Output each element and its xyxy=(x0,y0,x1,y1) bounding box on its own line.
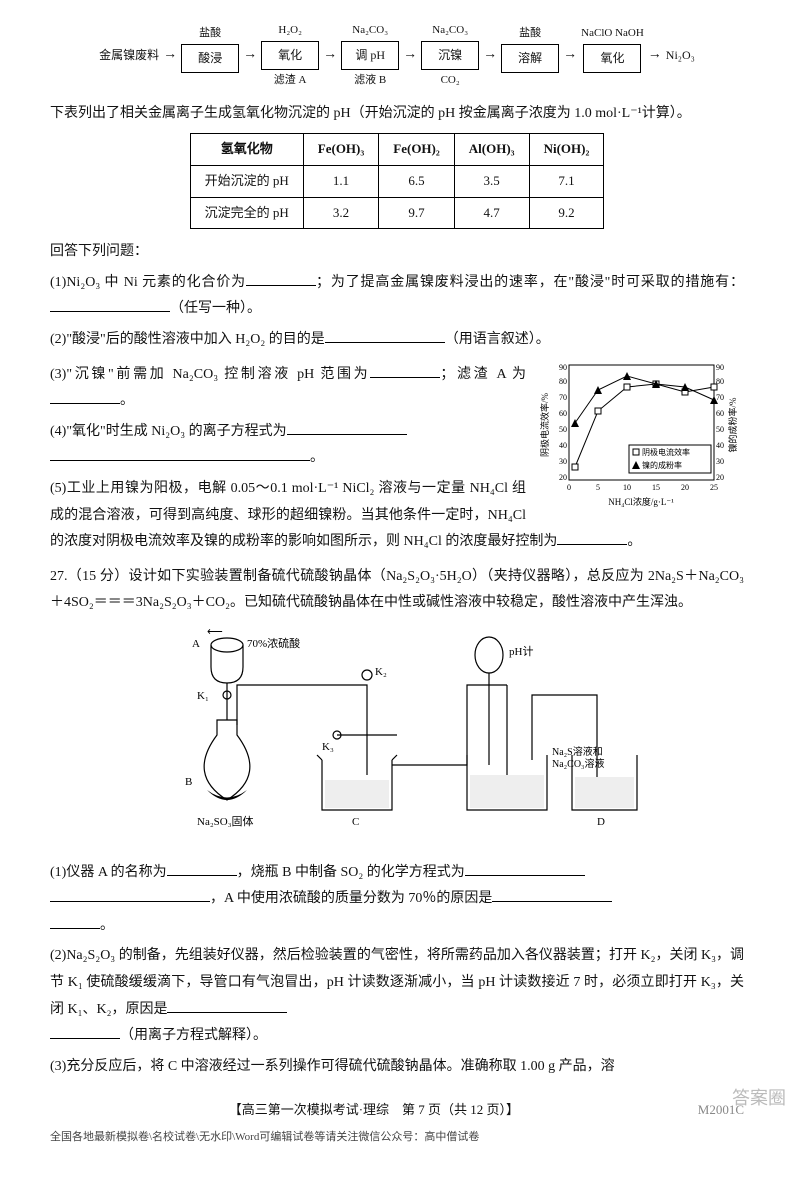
th: Fe(OH)₂ xyxy=(379,134,455,166)
process-flow: 金属镍废料 → 盐酸 酸浸 → H₂O₂ 氧化 滤渣 A → Na₂CO₃ 调 … xyxy=(50,20,744,91)
flow-end: Ni₂O₃ xyxy=(666,44,695,67)
svg-text:70: 70 xyxy=(559,393,567,402)
blank xyxy=(50,297,170,312)
svg-text:60: 60 xyxy=(559,409,567,418)
svg-text:25: 25 xyxy=(710,483,718,492)
flow-step: Na₂CO₃ 调 pH 滤液 B xyxy=(341,20,399,91)
flow-step: NaClO NaOH 氧化 xyxy=(581,23,644,87)
q2: (2)"酸浸"后的酸性溶液中加入 H₂O₂ 的目的是（用语言叙述）。 xyxy=(50,327,744,354)
q27-2: (2)Na₂S₂O₃ 的制备，先组装好仪器，然后检验装置的气密性，将所需药品加入… xyxy=(50,943,744,1049)
blank xyxy=(50,389,120,404)
blank xyxy=(167,861,237,876)
blank xyxy=(465,861,585,876)
svg-text:40: 40 xyxy=(559,441,567,450)
th: 氢氧化物 xyxy=(190,134,303,166)
flow-step: H₂O₂ 氧化 滤渣 A xyxy=(261,20,319,91)
blank xyxy=(370,363,440,378)
blank xyxy=(557,530,627,545)
svg-text:40: 40 xyxy=(716,441,724,450)
flow-step: 盐酸 酸浸 xyxy=(181,23,239,87)
arrow-icon: → xyxy=(323,42,337,69)
blank xyxy=(167,998,287,1013)
td: 沉淀完全的 pH xyxy=(190,197,303,229)
svg-text:K₃: K₃ xyxy=(322,741,334,753)
q27-1: (1)仪器 A 的名称为，烧瓶 B 中制备 SO₂ 的化学方程式为 ，A 中使用… xyxy=(50,860,744,940)
td: 4.7 xyxy=(454,197,529,229)
th: Al(OH)₃ xyxy=(454,134,529,166)
td: 3.5 xyxy=(454,165,529,197)
svg-text:阴极电流效率: 阴极电流效率 xyxy=(642,447,690,457)
svg-text:90: 90 xyxy=(559,363,567,372)
svg-text:B: B xyxy=(185,776,192,788)
q1: (1)Ni₂O₃ 中 Ni 元素的化合价为；为了提高金属镍废料浸出的速率，在"酸… xyxy=(50,270,744,323)
svg-text:C: C xyxy=(352,816,359,828)
page-footer: 【高三第一次模拟考试·理综 第 7 页（共 12 页）】 M2001C xyxy=(50,1098,744,1123)
flow-step: 盐酸 溶解 xyxy=(501,23,559,87)
svg-text:50: 50 xyxy=(559,425,567,434)
svg-text:50: 50 xyxy=(716,425,724,434)
arrow-icon: → xyxy=(483,42,497,69)
arrow-icon: → xyxy=(243,42,257,69)
answer-header: 回答下列问题： xyxy=(50,239,744,266)
svg-text:D: D xyxy=(597,816,605,828)
svg-text:5: 5 xyxy=(596,483,600,492)
th: Fe(OH)₃ xyxy=(303,134,379,166)
svg-text:20: 20 xyxy=(681,483,689,492)
flow-step: Na₂CO₃ 沉镍 CO₂ xyxy=(421,20,479,91)
intro-table-text: 下表列出了相关金属离子生成氢氧化物沉淀的 pH（开始沉淀的 pH 按金属离子浓度… xyxy=(50,101,744,128)
svg-text:30: 30 xyxy=(716,457,724,466)
watermark-corner: 答案圈 xyxy=(732,1081,786,1115)
td: 1.1 xyxy=(303,165,379,197)
td: 7.1 xyxy=(529,165,604,197)
blank xyxy=(50,446,310,461)
svg-text:10: 10 xyxy=(623,483,631,492)
svg-text:70%浓硫酸: 70%浓硫酸 xyxy=(247,636,300,650)
svg-text:NH₄Cl浓度/g·L⁻¹: NH₄Cl浓度/g·L⁻¹ xyxy=(608,496,674,507)
arrow-icon: → xyxy=(563,42,577,69)
arrow-icon: → xyxy=(403,42,417,69)
svg-text:Na₂S溶液和: Na₂S溶液和 xyxy=(552,745,603,758)
q27-intro: 27.（15 分）设计如下实验装置制备硫代硫酸钠晶体（Na₂S₂O₃·5H₂O）… xyxy=(50,564,744,617)
svg-text:pH计: pH计 xyxy=(509,645,533,658)
svg-text:0: 0 xyxy=(567,483,571,492)
blank xyxy=(50,887,210,902)
svg-text:90: 90 xyxy=(716,363,724,372)
flow-start: 金属镍废料 xyxy=(99,44,159,67)
efficiency-chart: 203040 506070 8090 203040 506070 8090 05… xyxy=(534,360,744,521)
svg-text:镍的成粉率: 镍的成粉率 xyxy=(642,460,682,470)
apparatus-diagram: A ⟵ 70%浓硫酸 K₁ B Na₂SO₃固体 K₂ K₃ C xyxy=(50,625,744,856)
svg-text:K₂: K₂ xyxy=(375,666,387,678)
td: 3.2 xyxy=(303,197,379,229)
svg-text:15: 15 xyxy=(652,483,660,492)
svg-text:30: 30 xyxy=(559,457,567,466)
svg-text:阴极电流效率/%: 阴极电流效率/% xyxy=(539,392,550,457)
blank xyxy=(492,887,612,902)
th: Ni(OH)₂ xyxy=(529,134,604,166)
arrow-icon: → xyxy=(648,42,662,69)
blank xyxy=(246,271,316,286)
blank xyxy=(287,420,407,435)
blank xyxy=(325,328,445,343)
svg-text:80: 80 xyxy=(559,377,567,386)
q27-3: (3)充分反应后，将 C 中溶液经过一系列操作可得硫代硫酸钠晶体。准确称取 1.… xyxy=(50,1054,744,1081)
svg-text:⟵: ⟵ xyxy=(207,626,223,638)
svg-text:镍的成粉率/%: 镍的成粉率/% xyxy=(727,397,738,453)
svg-text:20: 20 xyxy=(559,473,567,482)
td: 9.2 xyxy=(529,197,604,229)
blank xyxy=(50,1024,120,1039)
td: 9.7 xyxy=(379,197,455,229)
td: 6.5 xyxy=(379,165,455,197)
td: 开始沉淀的 pH xyxy=(190,165,303,197)
svg-text:Na₂SO₃固体: Na₂SO₃固体 xyxy=(197,814,254,828)
svg-text:A: A xyxy=(192,638,200,650)
arrow-icon: → xyxy=(163,42,177,69)
hydroxide-table: 氢氧化物 Fe(OH)₃ Fe(OH)₂ Al(OH)₃ Ni(OH)₂ 开始沉… xyxy=(190,133,605,229)
svg-text:K₁: K₁ xyxy=(197,690,209,702)
footer-sub: 全国各地最新模拟卷\名校试卷\无水印\Word可编辑试卷等请关注微信公众号：高中… xyxy=(50,1127,744,1148)
svg-text:60: 60 xyxy=(716,409,724,418)
svg-text:70: 70 xyxy=(716,393,724,402)
svg-text:20: 20 xyxy=(716,473,724,482)
blank xyxy=(50,914,100,929)
